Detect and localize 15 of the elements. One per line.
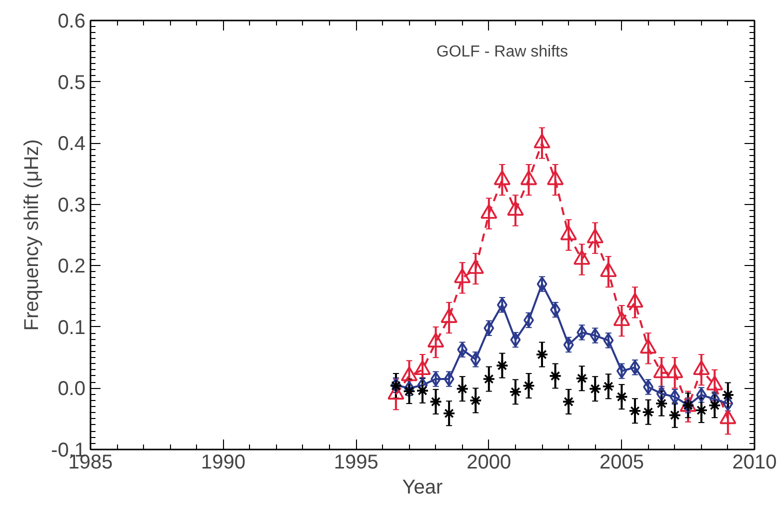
y-tick-label: 0.3 <box>58 194 86 216</box>
y-axis-title: Frequency shift (μHz) <box>21 139 44 331</box>
x-axis-title: Year <box>402 476 444 498</box>
text: 0.0 <box>58 378 86 400</box>
y-tick-label: 0.1 <box>58 316 86 339</box>
x-tick-label: 1995 <box>334 452 378 474</box>
y-tick-label: 0.6 <box>58 10 86 32</box>
x-tick-label: 2010 <box>732 452 777 474</box>
y-tick-label: 0.5 <box>58 72 86 94</box>
y-tick-label: 0.2 <box>58 256 86 278</box>
x-tick-label: 2005 <box>599 452 644 474</box>
x-tick-label: 1990 <box>201 452 246 474</box>
y-tick-label: 0.4 <box>58 133 86 156</box>
text: GOLF - Raw shifts <box>436 44 568 60</box>
x-tick-label: 2000 <box>466 452 512 474</box>
